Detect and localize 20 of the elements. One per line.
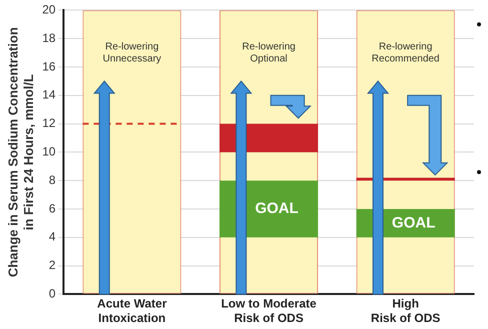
y-tick-label: 2 [48,258,56,272]
annotation: Re-lowering Unnecessary [102,42,162,65]
annotation: Re-lowering Recommended [372,42,440,65]
annotation: Re-lowering Optional [242,42,296,65]
y-axis-title: Change in Serum Sodium Concentration in First 24 Hours, mmol/L [5,27,36,278]
y-tick-label: 18 [42,30,56,45]
y-tick-label: 10 [42,144,56,159]
data-label: GOAL [392,214,436,232]
y-tick-label: 0 [48,286,56,301]
y-tick-label: 4 [48,230,56,244]
y-tick-label: 14 [42,88,56,102]
y-tick-label: 16 [42,59,56,74]
x-tick-label: Acute Water Intoxication [97,296,168,326]
y-tick-label: 12 [42,116,56,130]
x-tick-label: Low to Moderate Risk of ODS [221,296,317,326]
data-label: GOAL [255,200,298,218]
y-tick-label: 8 [48,172,56,187]
x-tick-label: High Risk of ODS [370,296,440,326]
y-tick-label: 6 [48,201,56,216]
y-tick-label: 20 [42,2,56,17]
